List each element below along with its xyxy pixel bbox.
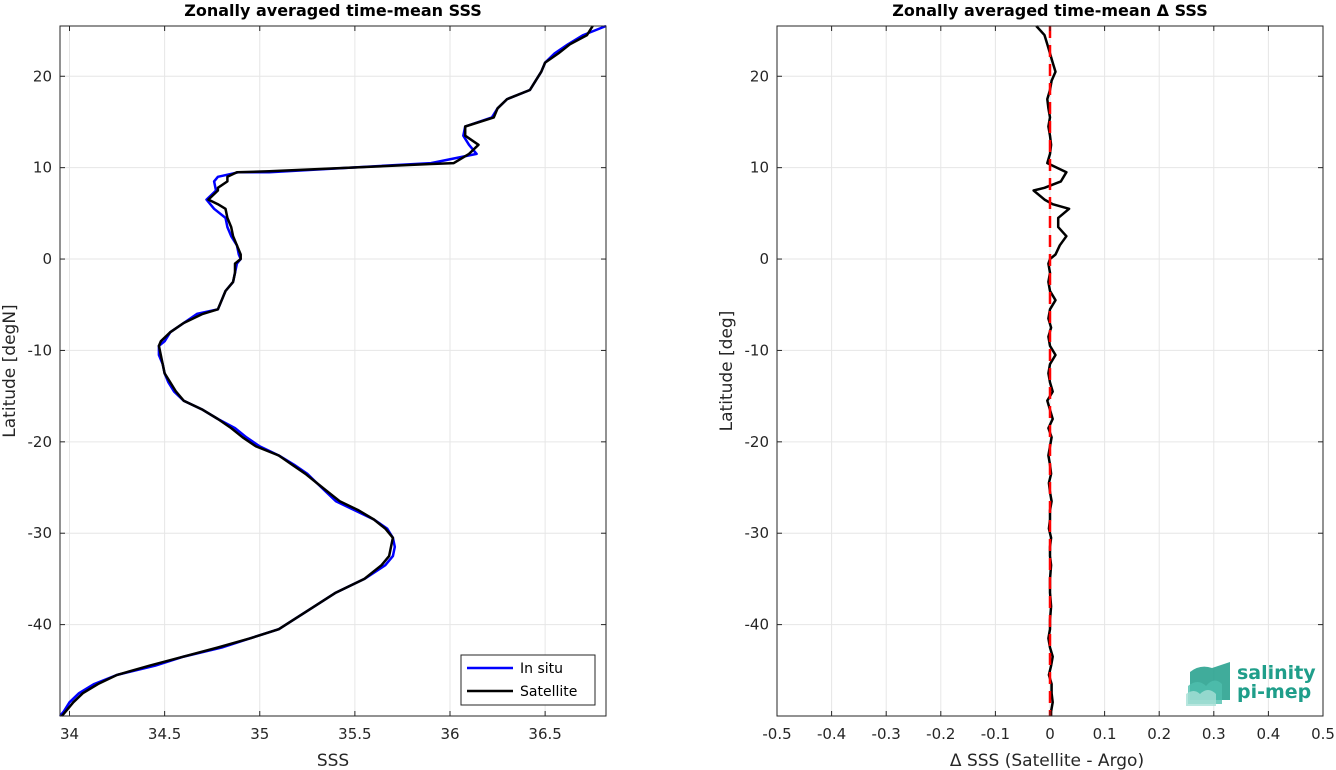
x-tick-label: -0.4 [817, 725, 846, 743]
chart-title: Zonally averaged time-mean SSS [184, 1, 482, 20]
y-tick-label: -10 [745, 341, 770, 359]
x-axis-label: SSS [317, 751, 349, 770]
logo-text-pi-mep: pi-mep [1237, 681, 1311, 703]
x-tick-label: 34 [60, 725, 79, 743]
y-tick-label: 10 [750, 159, 769, 177]
y-tick-label: -20 [28, 433, 53, 451]
y-axis-label: Latitude [degN] [0, 304, 20, 437]
x-tick-label: -0.1 [981, 725, 1010, 743]
tick-labels: 34 34.5 35 35.5 36 36.5 20 10 0 -10 -20 -30 -40 [28, 26, 606, 743]
legend-box [460, 654, 596, 706]
chart-title: Zonally averaged time-mean Δ SSS [892, 1, 1208, 20]
y-tick-label: -40 [28, 616, 53, 634]
x-tick-label: -0.2 [926, 725, 955, 743]
plot-area-frame [59, 25, 607, 717]
x-tick-label: 0.1 [1093, 725, 1117, 743]
y-tick-label: -30 [28, 524, 53, 542]
x-tick-label: 0 [1045, 725, 1055, 743]
delta-sss-panel: -0.5 -0.4 -0.3 -0.2 -0.1 0 0.1 0.2 0.3 0.4 0.5 20 10… [717, 1, 1335, 770]
y-tick-label: -10 [28, 341, 53, 359]
y-tick-label: 20 [750, 67, 769, 85]
y-tick-label: 0 [759, 250, 769, 268]
x-tick-label: -0.3 [872, 725, 901, 743]
y-tick-label: 20 [33, 67, 52, 85]
y-tick-label: 0 [42, 250, 52, 268]
series-layer [59, 24, 607, 717]
series-line-satellite [60, 25, 594, 717]
x-tick-label: 35.5 [338, 725, 371, 743]
x-tick-label: 0.5 [1311, 725, 1335, 743]
x-tick-label: 0.4 [1256, 725, 1280, 743]
y-tick-label: -20 [745, 433, 770, 451]
tick-labels: -0.5 -0.4 -0.3 -0.2 -0.1 0 0.1 0.2 0.3 0.4 0.5 20 10… [745, 26, 1335, 743]
legend-label-in-situ: In situ [520, 661, 563, 677]
series-layer [1032, 25, 1071, 716]
logo-waves-icon [1186, 662, 1230, 706]
y-tick-label: -30 [745, 524, 770, 542]
y-tick-label: 10 [33, 159, 52, 177]
y-tick-label: -40 [745, 616, 770, 634]
x-tick-label: 36.5 [528, 725, 561, 743]
x-tick-label: 0.2 [1147, 725, 1171, 743]
x-tick-label: 36 [440, 725, 459, 743]
grid [60, 26, 606, 716]
salinity-pi-mep-logo: salinity pi-mep [1186, 662, 1316, 706]
x-tick-label: 0.3 [1202, 725, 1226, 743]
y-axis-label: Latitude [deg] [717, 311, 737, 432]
legend: In situ Satellite [460, 654, 596, 706]
legend-label-satellite: Satellite [520, 684, 577, 700]
x-tick-label: 35 [250, 725, 269, 743]
logo-text-salinity: salinity [1237, 662, 1316, 684]
x-tick-label: 34.5 [148, 725, 181, 743]
plot-area-background [60, 26, 606, 716]
x-axis-label: Δ SSS (Satellite - Argo) [950, 751, 1144, 770]
sss-profile-panel: 34 34.5 35 35.5 36 36.5 20 10 0 -10 -20 -30 -40 Zona… [0, 1, 607, 770]
x-tick-label: -0.5 [762, 725, 791, 743]
